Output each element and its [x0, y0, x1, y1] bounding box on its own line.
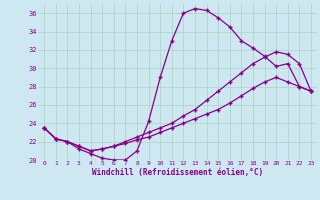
X-axis label: Windchill (Refroidissement éolien,°C): Windchill (Refroidissement éolien,°C) — [92, 168, 263, 177]
